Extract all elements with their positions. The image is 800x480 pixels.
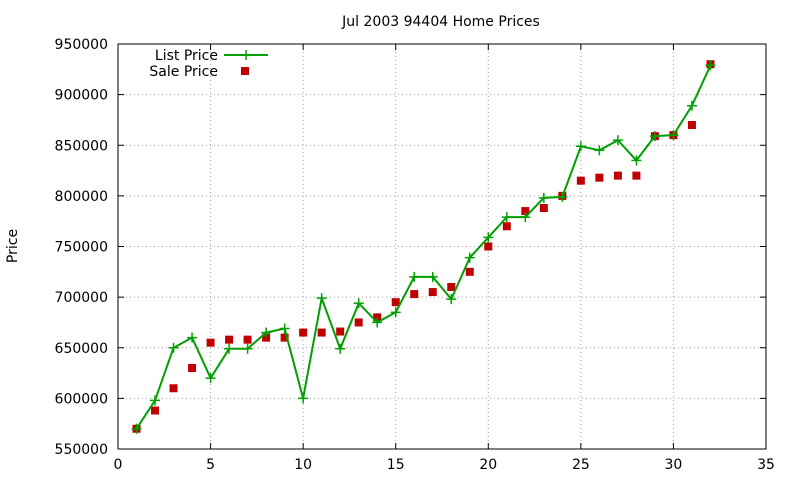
list-price-point [261,327,272,338]
x-tick-label: 15 [387,457,405,473]
list-price-point [520,212,531,223]
list-price-point [575,141,586,152]
sale-price-point [188,364,197,372]
list-price-point [409,271,420,282]
list-price-point [390,307,401,318]
sale-price-point [502,222,511,231]
x-tick-label: 35 [757,457,775,473]
sale-price-point [539,204,548,213]
list-price-point [187,332,198,343]
sale-price-point [632,171,641,180]
sale-price-point [613,171,622,180]
legend-label-sale-price: Sale Price [149,64,218,80]
sale-price-point [299,328,308,337]
sale-price-point [373,313,382,322]
list-price-point [224,343,235,354]
list-price-point [168,342,179,353]
legend: List Price Sale Price [149,48,268,80]
sale-price-point [428,288,437,297]
list-price-point [353,298,364,309]
x-tick-label: 20 [479,457,497,473]
axis-ticks [117,43,767,450]
sale-price-point [169,384,178,393]
list-price-point [372,317,383,328]
y-tick-label: 750000 [55,240,108,256]
list-price-point [335,343,346,354]
data-series [131,60,716,434]
x-tick-label: 5 [206,457,215,473]
sale-price-point [447,283,456,291]
list-price-point [298,393,309,404]
list-price-point [464,252,475,263]
list-price-point [242,343,253,354]
list-price-point [612,135,623,146]
sale-price-point [391,298,400,307]
tick-labels: 0 5 10 15 20 25 30 35 550000 600000 650000 700000 75… [55,37,775,473]
list-price-point [594,145,605,156]
y-tick-label: 950000 [55,37,108,53]
list-price-point [427,271,438,282]
sale-price-point [243,335,252,344]
chart-title: Jul 2003 94404 Home Prices [341,14,540,30]
list-price-point [649,131,660,142]
y-tick-label: 700000 [55,290,108,306]
sale-price-point [687,121,696,129]
sale-price-point [484,242,493,251]
sale-price-point [280,333,289,342]
legend-plus [241,50,251,60]
list-price-point [557,191,568,202]
list-price-point [150,395,161,406]
sale-price-point [410,290,419,299]
list-price-point [279,323,290,334]
sale-price-point [262,333,271,342]
y-tick-label: 800000 [55,189,108,205]
list-price-point [538,192,549,203]
legend-label-list-price: List Price [155,48,218,64]
x-tick-label: 10 [294,457,312,473]
list-price-line [135,64,712,430]
list-price-point [205,373,216,384]
y-tick-label: 850000 [55,138,108,154]
list-price-point [446,294,457,305]
y-tick-label: 900000 [55,88,108,104]
sale-price-point [521,207,530,216]
list-price-point [631,155,642,166]
sale-price-point [336,327,345,336]
list-price-point [131,423,142,434]
sale-price-point [151,406,160,415]
sale-price-point [595,173,604,182]
list-price-point [705,60,716,71]
list-price-point [501,212,512,223]
x-tick-label: 30 [665,457,683,473]
legend-marker-sale-price [241,67,249,75]
list-price-point [316,293,327,304]
sale-price-point [354,318,363,327]
list-price-point [483,232,494,243]
legend-marker-list-price [241,50,251,60]
grid-lines [118,44,766,449]
sale-price-point [225,335,234,344]
y-tick-label: 600000 [55,391,108,407]
list-price-point [668,130,679,141]
x-tick-label: 25 [572,457,590,473]
sale-price-point [317,328,326,337]
y-axis-label: Price [5,229,21,263]
x-tick-label: 0 [114,457,123,473]
y-tick-label: 550000 [55,442,108,458]
sale-price-point [206,338,215,347]
sale-price-point [465,267,474,276]
list-price-point [686,100,697,111]
sale-price-point [576,176,585,185]
y-tick-label: 650000 [55,341,108,357]
